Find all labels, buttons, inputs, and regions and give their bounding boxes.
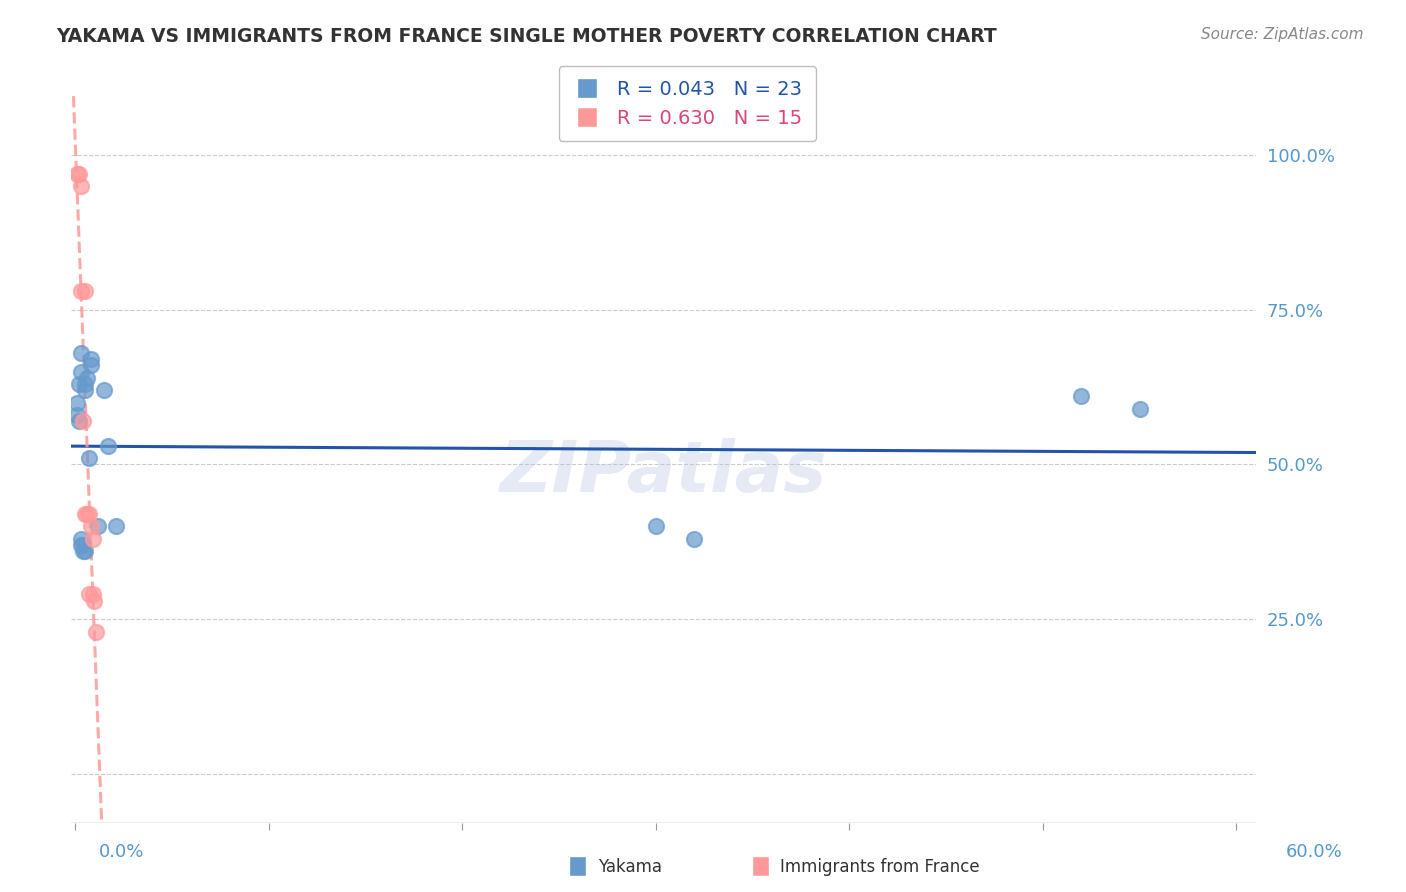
Point [79, 359, 101, 373]
Point [77, 451, 100, 466]
Text: Yakama: Yakama [598, 858, 662, 876]
Text: 0.0%: 0.0% [98, 843, 143, 861]
Point [66, 408, 89, 422]
Point [97, 439, 120, 453]
Point [1128, 401, 1150, 416]
Point [70, 538, 93, 552]
Point [76, 507, 98, 521]
Point [67, 414, 90, 428]
Point [83, 593, 105, 607]
Point [77, 587, 100, 601]
Point [73, 383, 96, 397]
Point [70, 284, 93, 298]
Point [73, 544, 96, 558]
Point [76, 371, 98, 385]
Point [67, 377, 90, 392]
Point [67, 167, 90, 181]
Point [82, 587, 104, 601]
Point [683, 532, 706, 546]
Text: 60.0%: 60.0% [1286, 843, 1343, 861]
Point [79, 519, 101, 533]
Point [72, 544, 94, 558]
Point [66, 395, 89, 409]
Point [72, 538, 94, 552]
Point [73, 377, 96, 392]
Point [77, 507, 100, 521]
Text: Source: ZipAtlas.com: Source: ZipAtlas.com [1201, 27, 1364, 42]
Point [66, 167, 89, 181]
Point [644, 519, 666, 533]
Point [73, 284, 96, 298]
Text: YAKAMA VS IMMIGRANTS FROM FRANCE SINGLE MOTHER POVERTY CORRELATION CHART: YAKAMA VS IMMIGRANTS FROM FRANCE SINGLE … [56, 27, 997, 45]
Point [93, 383, 115, 397]
Text: Immigrants from France: Immigrants from France [780, 858, 980, 876]
Point [82, 532, 104, 546]
Text: ZIPatlas: ZIPatlas [499, 438, 827, 508]
Point [87, 519, 110, 533]
Point [73, 507, 96, 521]
Point [70, 346, 93, 360]
Point [70, 532, 93, 546]
Point [70, 178, 93, 193]
Point [72, 414, 94, 428]
Point [86, 624, 108, 639]
Point [70, 365, 93, 379]
Point [79, 352, 101, 367]
Point [104, 519, 127, 533]
Point [1070, 389, 1092, 403]
Legend: R = 0.043   N = 23, R = 0.630   N = 15: R = 0.043 N = 23, R = 0.630 N = 15 [558, 66, 815, 141]
